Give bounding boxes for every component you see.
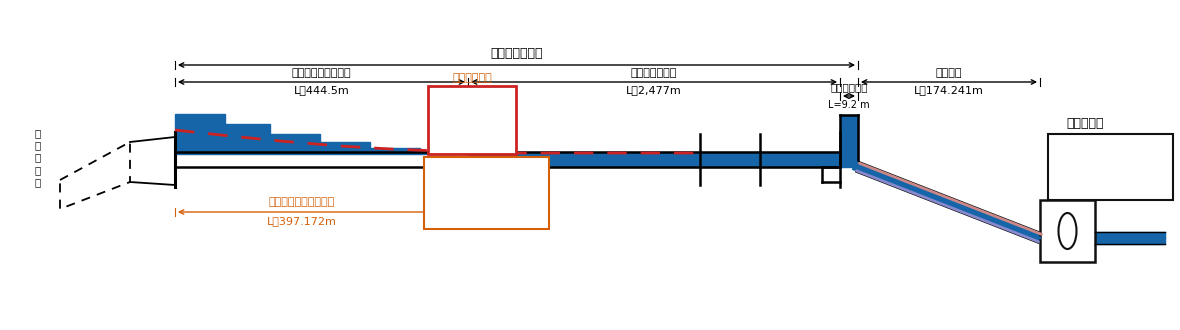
- Bar: [270, 134, 320, 154]
- Bar: [1095, 232, 1165, 245]
- Text: 新早月発電所: 新早月発電所: [452, 73, 492, 83]
- Text: He＝47.25 m: He＝47.25 m: [1054, 182, 1126, 195]
- Text: 新早月発電所水圧管路: 新早月発電所水圧管路: [268, 197, 335, 207]
- Text: P＝6,000 kW: P＝6,000 kW: [1054, 142, 1123, 155]
- Text: L＝2,477m: L＝2,477m: [627, 85, 682, 95]
- Bar: [225, 124, 270, 154]
- Text: 導水路暗渠及び開渠: 導水路暗渠及び開渠: [291, 68, 352, 78]
- Text: He＝13.20 m: He＝13.20 m: [432, 207, 504, 220]
- Text: P＝1,300 kW: P＝1,300 kW: [432, 167, 502, 180]
- Text: 葺
輪
頭
首
工: 葺 輪 頭 首 工: [35, 128, 41, 187]
- Text: 導水路トンネル: 導水路トンネル: [631, 68, 677, 78]
- Text: 水圧管路: 水圧管路: [936, 68, 962, 78]
- Ellipse shape: [1058, 213, 1076, 249]
- Bar: [840, 115, 858, 167]
- Bar: [320, 142, 371, 154]
- Text: L=9.2 m: L=9.2 m: [828, 100, 870, 110]
- Bar: [371, 148, 420, 154]
- Bar: [468, 152, 840, 167]
- Text: Q＝11.60 m³/s: Q＝11.60 m³/s: [432, 187, 512, 200]
- Text: ヘッドタンク: ヘッドタンク: [831, 82, 867, 92]
- Text: L＝397.172m: L＝397.172m: [267, 216, 336, 226]
- Text: 早月発電所: 早月発電所: [1067, 117, 1103, 130]
- Text: Q＝15.18 m³/s: Q＝15.18 m³/s: [1054, 162, 1134, 175]
- Bar: [1048, 134, 1173, 200]
- Bar: [420, 151, 455, 154]
- Text: L＝444.5m: L＝444.5m: [294, 85, 349, 95]
- Bar: [424, 157, 549, 229]
- Bar: [175, 114, 225, 154]
- Text: 国営幹線導水路: 国営幹線導水路: [490, 47, 543, 60]
- Text: L＝174.241m: L＝174.241m: [914, 85, 984, 95]
- Bar: [1040, 200, 1095, 262]
- Bar: [428, 86, 516, 154]
